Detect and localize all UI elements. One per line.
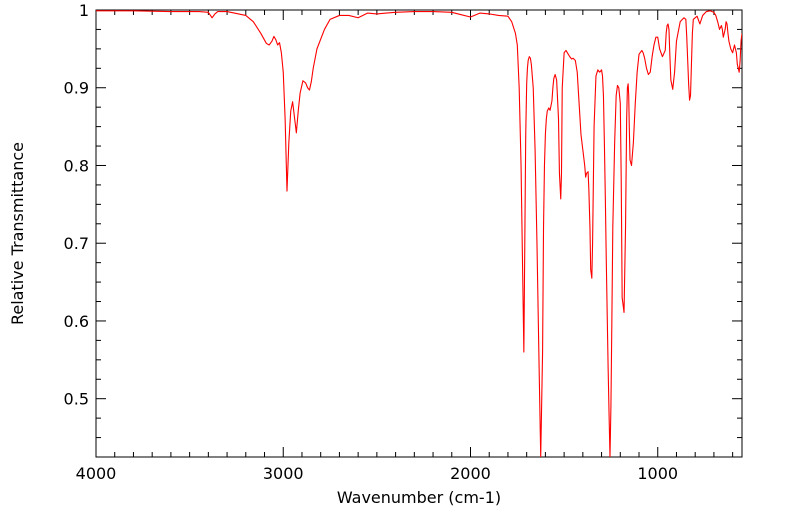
tick-labels: 4000 3000 2000 1000 1 0.9 0.8 0.7 0.6 0.5 bbox=[64, 1, 679, 483]
y-tick-label: 0.9 bbox=[64, 79, 89, 98]
plot-frame bbox=[95, 9, 743, 458]
axes bbox=[95, 9, 743, 458]
y-axis-title: Relative Transmittance bbox=[8, 142, 27, 325]
x-tick-label: 2000 bbox=[450, 464, 491, 483]
y-tick-label: 0.7 bbox=[64, 234, 89, 253]
series-layer bbox=[96, 10, 742, 457]
x-axis-title: Wavenumber (cm-1) bbox=[337, 488, 501, 507]
y-tick-label: 1 bbox=[79, 1, 89, 20]
y-tick-label: 0.8 bbox=[64, 156, 89, 175]
spectrum-line bbox=[96, 10, 742, 457]
tick-marks bbox=[95, 9, 742, 458]
x-tick-label: 4000 bbox=[76, 464, 117, 483]
y-tick-label: 0.6 bbox=[64, 312, 89, 331]
x-tick-label: 3000 bbox=[263, 464, 304, 483]
x-tick-label: 1000 bbox=[637, 464, 678, 483]
y-tick-label: 0.5 bbox=[64, 390, 89, 409]
